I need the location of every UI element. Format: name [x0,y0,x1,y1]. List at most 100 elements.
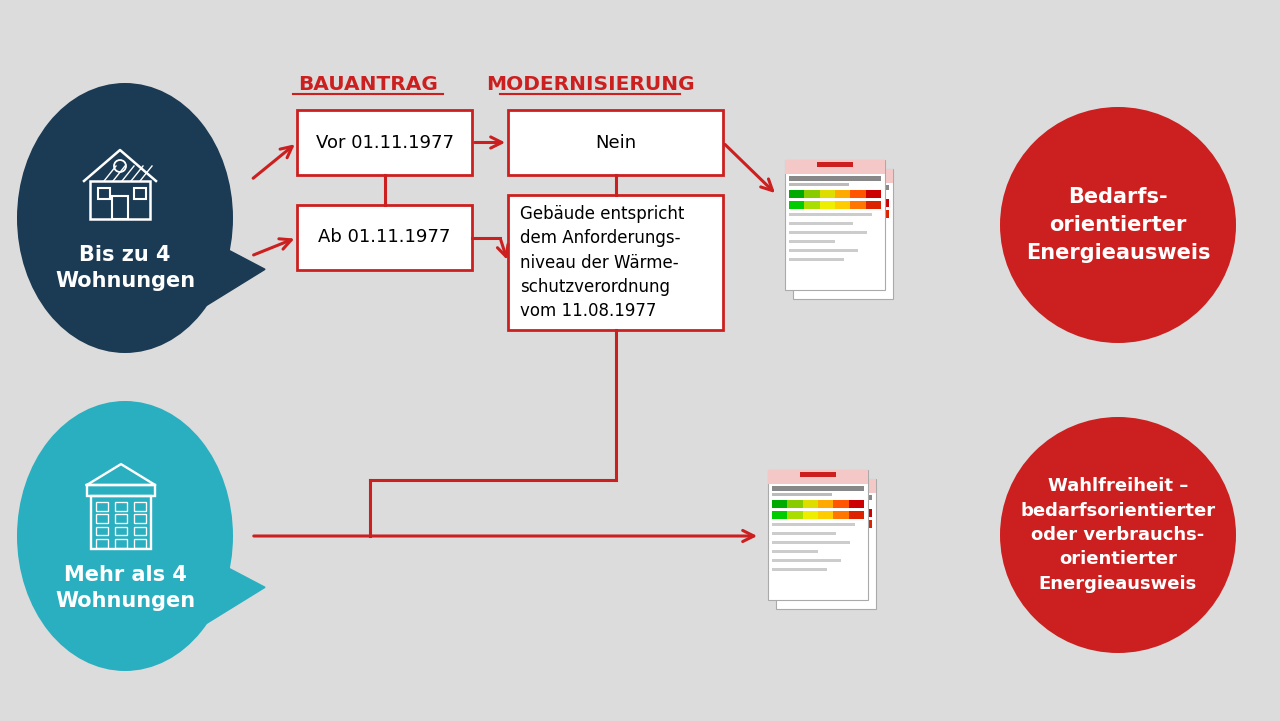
Ellipse shape [17,83,233,353]
FancyBboxPatch shape [797,249,844,252]
FancyBboxPatch shape [788,213,872,216]
FancyBboxPatch shape [788,258,845,261]
FancyBboxPatch shape [874,199,890,207]
FancyBboxPatch shape [788,190,804,198]
FancyBboxPatch shape [788,176,881,181]
FancyBboxPatch shape [787,500,803,508]
FancyBboxPatch shape [772,511,787,519]
FancyBboxPatch shape [813,210,828,218]
FancyBboxPatch shape [826,520,841,528]
FancyBboxPatch shape [785,160,884,290]
FancyBboxPatch shape [803,511,818,519]
Text: Gebäude entspricht
dem Anforderungs-
niveau der Wärme-
schutzverordnung
vom 11.0: Gebäude entspricht dem Anforderungs- niv… [520,205,685,320]
Circle shape [1000,417,1236,653]
FancyBboxPatch shape [826,509,841,517]
FancyBboxPatch shape [859,210,874,218]
Text: Vor 01.11.1977: Vor 01.11.1977 [315,133,453,151]
FancyBboxPatch shape [508,195,723,330]
FancyBboxPatch shape [297,205,472,270]
Text: Wahlfreiheit –
bedarfsorientierter
oder verbrauchs-
orientierter
Energieausweis: Wahlfreiheit – bedarfsorientierter oder … [1020,477,1216,593]
FancyBboxPatch shape [788,222,854,225]
FancyBboxPatch shape [856,509,872,517]
FancyBboxPatch shape [508,110,723,175]
FancyBboxPatch shape [795,509,810,517]
Polygon shape [206,238,265,306]
FancyBboxPatch shape [810,509,826,517]
FancyBboxPatch shape [772,523,855,526]
FancyBboxPatch shape [780,509,795,517]
FancyBboxPatch shape [818,511,833,519]
FancyBboxPatch shape [768,470,868,484]
Text: Bedarfs-
orientierter
Energieausweis: Bedarfs- orientierter Energieausweis [1025,187,1211,263]
FancyBboxPatch shape [859,199,874,207]
FancyBboxPatch shape [828,199,844,207]
FancyBboxPatch shape [787,511,803,519]
FancyBboxPatch shape [772,500,787,508]
FancyBboxPatch shape [819,190,835,198]
FancyBboxPatch shape [856,520,872,528]
FancyBboxPatch shape [841,520,856,528]
FancyBboxPatch shape [844,199,859,207]
FancyBboxPatch shape [780,568,849,571]
FancyBboxPatch shape [850,190,865,198]
FancyBboxPatch shape [785,160,884,174]
FancyBboxPatch shape [776,479,876,609]
FancyBboxPatch shape [865,190,881,198]
FancyBboxPatch shape [780,550,858,553]
Text: MODERNISIERUNG: MODERNISIERUNG [485,74,694,94]
FancyBboxPatch shape [797,185,890,190]
FancyBboxPatch shape [788,231,868,234]
FancyBboxPatch shape [797,267,852,270]
FancyBboxPatch shape [828,210,844,218]
FancyBboxPatch shape [780,541,845,544]
FancyBboxPatch shape [819,201,835,209]
FancyBboxPatch shape [797,231,861,234]
FancyBboxPatch shape [833,500,849,508]
FancyBboxPatch shape [780,532,863,535]
FancyBboxPatch shape [818,500,833,508]
FancyBboxPatch shape [850,201,865,209]
FancyBboxPatch shape [788,183,849,186]
FancyBboxPatch shape [833,511,849,519]
FancyBboxPatch shape [808,481,844,486]
FancyBboxPatch shape [772,550,818,553]
FancyBboxPatch shape [780,502,840,505]
Text: Ab 01.11.1977: Ab 01.11.1977 [319,229,451,247]
FancyBboxPatch shape [835,201,850,209]
FancyBboxPatch shape [772,541,850,544]
FancyBboxPatch shape [826,171,861,176]
FancyBboxPatch shape [835,190,850,198]
FancyBboxPatch shape [768,470,868,600]
FancyBboxPatch shape [772,559,841,562]
FancyBboxPatch shape [797,210,813,218]
FancyBboxPatch shape [797,222,879,225]
FancyBboxPatch shape [817,162,852,167]
FancyBboxPatch shape [772,568,827,571]
FancyBboxPatch shape [788,240,835,243]
FancyBboxPatch shape [794,169,893,299]
FancyBboxPatch shape [780,559,826,562]
Text: Bis zu 4
Wohnungen: Bis zu 4 Wohnungen [55,245,195,291]
FancyBboxPatch shape [772,493,832,496]
FancyBboxPatch shape [772,532,836,535]
FancyBboxPatch shape [813,199,828,207]
FancyBboxPatch shape [874,210,890,218]
FancyBboxPatch shape [849,511,864,519]
FancyBboxPatch shape [788,201,804,209]
FancyBboxPatch shape [804,190,819,198]
FancyBboxPatch shape [803,500,818,508]
Text: BAUANTRAG: BAUANTRAG [298,74,438,94]
FancyBboxPatch shape [795,520,810,528]
FancyBboxPatch shape [865,201,881,209]
FancyBboxPatch shape [841,509,856,517]
FancyBboxPatch shape [810,520,826,528]
FancyBboxPatch shape [772,486,864,491]
FancyBboxPatch shape [780,520,795,528]
FancyBboxPatch shape [797,199,813,207]
FancyBboxPatch shape [844,210,859,218]
FancyBboxPatch shape [788,249,858,252]
FancyBboxPatch shape [849,500,864,508]
Circle shape [1000,107,1236,343]
FancyBboxPatch shape [797,258,867,261]
FancyBboxPatch shape [797,192,858,195]
